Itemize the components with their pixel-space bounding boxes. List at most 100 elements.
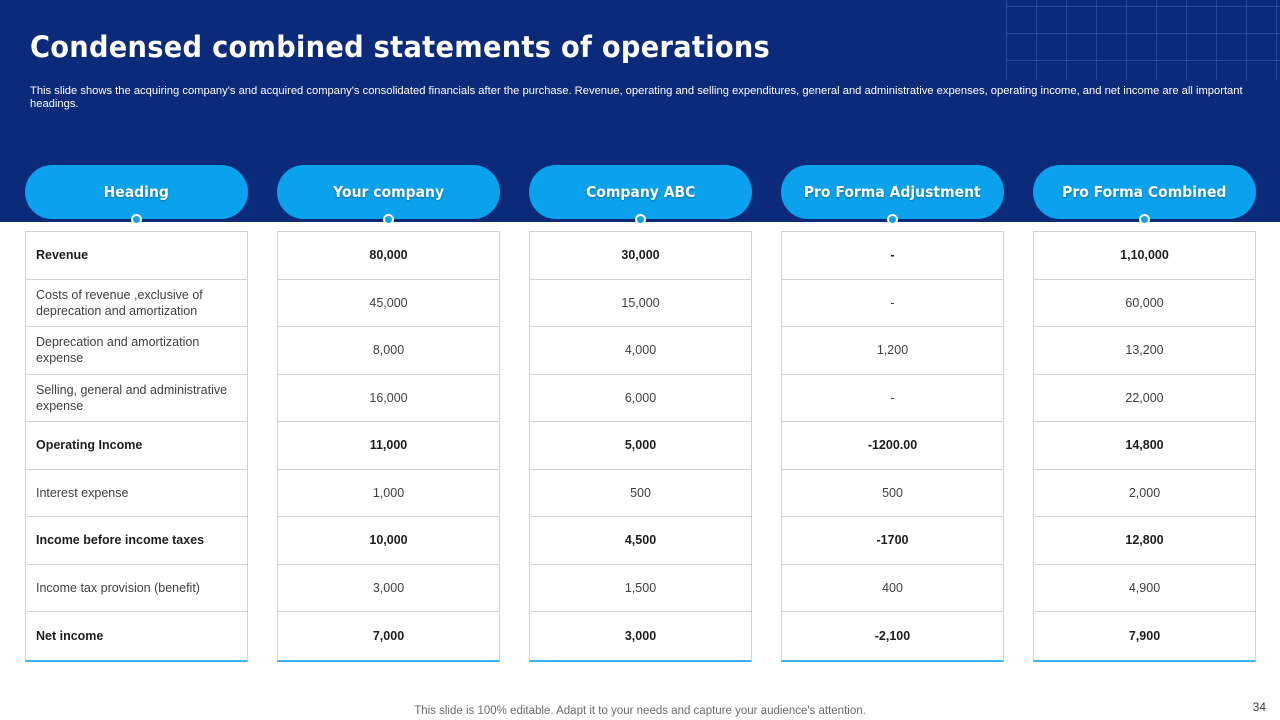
table-cell: 12,800 xyxy=(1034,517,1255,565)
row-value: 3,000 xyxy=(624,628,657,643)
table-cell: 2,000 xyxy=(1034,470,1255,517)
table-cell: 22,000 xyxy=(1034,375,1255,422)
column-pro-forma-adjustment: Pro Forma Adjustment - -1,200- -1200.00 500-… xyxy=(781,165,1004,662)
column-header-company-abc: Company ABC xyxy=(529,165,752,225)
row-value: 60,000 xyxy=(1125,295,1164,310)
row-heading: Costs of revenue ,exclusive of deprecati… xyxy=(36,287,203,318)
table-cell: Revenue xyxy=(26,232,247,280)
column-header-pro-forma-combined: Pro Forma Combined xyxy=(1033,165,1256,225)
column-your-company: Your company 80,000 45,000 8,000 16,000 11,00… xyxy=(277,165,500,662)
row-value: 10,000 xyxy=(369,533,408,548)
table-cell: 7,000 xyxy=(278,612,499,660)
row-value: - xyxy=(890,248,895,263)
row-value: -2,100 xyxy=(874,628,911,643)
table-cell: -2,100 xyxy=(782,612,1003,660)
table-cell: 4,000 xyxy=(530,327,751,375)
table-cell: Operating Income xyxy=(26,422,247,470)
table-cell: - xyxy=(782,375,1003,422)
table-cell: Costs of revenue ,exclusive of deprecati… xyxy=(26,280,247,327)
column-header-pro-forma-adjustment: Pro Forma Adjustment xyxy=(781,165,1004,225)
row-value: 7,000 xyxy=(372,628,405,643)
table-cell: 15,000 xyxy=(530,280,751,327)
row-value: 2,000 xyxy=(1128,485,1161,500)
row-heading: Income before income taxes xyxy=(36,533,205,548)
connector-dot-icon xyxy=(1139,214,1150,225)
table-cell: 1,500 xyxy=(530,565,751,612)
row-value: 1,000 xyxy=(372,485,405,500)
table-cell: 500 xyxy=(530,470,751,517)
page-number: 34 xyxy=(1252,700,1266,714)
table-cell: 4,500 xyxy=(530,517,751,565)
table-cell: 1,200 xyxy=(782,327,1003,375)
row-value: -1700 xyxy=(876,533,909,548)
row-value: - xyxy=(890,295,895,310)
column-header-label: Pro Forma Combined xyxy=(1062,183,1227,201)
row-heading: Operating Income xyxy=(36,438,143,453)
connector-dot-icon xyxy=(383,214,394,225)
table-cell: Net income xyxy=(26,612,247,660)
row-value: 16,000 xyxy=(369,390,408,405)
table-cell: 14,800 xyxy=(1034,422,1255,470)
table-cell: 3,000 xyxy=(278,565,499,612)
column-header-label: Heading xyxy=(103,183,170,201)
slide-title: Condensed combined statements of operati… xyxy=(30,30,771,64)
table-column-body: 1,10,000 60,000 13,200 22,000 14,800 2,000 12,… xyxy=(1033,231,1256,662)
table-cell: 45,000 xyxy=(278,280,499,327)
row-heading: Selling, general and administrative expe… xyxy=(36,382,228,413)
table-cell: 16,000 xyxy=(278,375,499,422)
table-cell: - xyxy=(782,232,1003,280)
table-cell: Deprecation and amortization expense xyxy=(26,327,247,375)
column-company-abc: Company ABC 30,000 15,000 4,000 6,000 5,000 50… xyxy=(529,165,752,662)
row-value: 4,500 xyxy=(624,533,657,548)
table-column-body: 80,000 45,000 8,000 16,000 11,000 1,000 10,000… xyxy=(277,231,500,662)
table-cell: - xyxy=(782,280,1003,327)
column-header-label: Your company xyxy=(333,183,444,201)
table-cell: 1,10,000 xyxy=(1034,232,1255,280)
table-cell: 1,000 xyxy=(278,470,499,517)
row-heading: Income tax provision (benefit) xyxy=(36,580,200,595)
row-heading: Net income xyxy=(36,628,104,643)
column-header-label: Pro Forma Adjustment xyxy=(804,183,981,201)
table-cell: 6,000 xyxy=(530,375,751,422)
table-column-body: 30,000 15,000 4,000 6,000 5,000 500 4,500 1,500… xyxy=(529,231,752,662)
table-cell: -1200.00 xyxy=(782,422,1003,470)
row-value: 8,000 xyxy=(372,343,405,358)
row-value: 12,800 xyxy=(1125,533,1164,548)
row-value: 7,900 xyxy=(1128,628,1161,643)
table-cell: -1700 xyxy=(782,517,1003,565)
table-cell: Income tax provision (benefit) xyxy=(26,565,247,612)
row-value: 500 xyxy=(630,485,651,500)
row-value: 15,000 xyxy=(621,295,660,310)
table-cell: 30,000 xyxy=(530,232,751,280)
row-value: 11,000 xyxy=(369,438,408,453)
row-value: 400 xyxy=(882,580,903,595)
column-header-label: Company ABC xyxy=(585,183,696,201)
grid-decoration xyxy=(1006,0,1280,80)
table-column-body: - - 1,200 - -1200.00 500 -1700 400 -2,100 xyxy=(781,231,1004,662)
row-value: 4,900 xyxy=(1128,580,1161,595)
connector-dot-icon xyxy=(635,214,646,225)
row-value: 22,000 xyxy=(1125,390,1164,405)
table-cell: Interest expense xyxy=(26,470,247,517)
table-cell: Income before income taxes xyxy=(26,517,247,565)
table-cell: 4,900 xyxy=(1034,565,1255,612)
row-value: 80,000 xyxy=(369,248,408,263)
column-header-your-company: Your company xyxy=(277,165,500,225)
table-cell: Selling, general and administrative expe… xyxy=(26,375,247,422)
table-cell: 11,000 xyxy=(278,422,499,470)
footer-note: This slide is 100% editable. Adapt it to… xyxy=(414,705,866,717)
table-cell: 7,900 xyxy=(1034,612,1255,660)
column-pro-forma-combined: Pro Forma Combined 1,10,000 60,000 13,200 22… xyxy=(1033,165,1256,662)
table-cell: 60,000 xyxy=(1034,280,1255,327)
row-value: 6,000 xyxy=(624,390,657,405)
connector-dot-icon xyxy=(131,214,142,225)
row-value: 1,200 xyxy=(876,343,909,358)
slide-subtitle: This slide shows the acquiring company's… xyxy=(30,85,1243,110)
row-value: 4,000 xyxy=(624,343,657,358)
row-heading: Deprecation and amortization expense xyxy=(36,335,200,366)
row-value: 13,200 xyxy=(1125,343,1164,358)
row-value: - xyxy=(890,390,895,405)
table-cell: 13,200 xyxy=(1034,327,1255,375)
table-cell: 400 xyxy=(782,565,1003,612)
column-header-heading: Heading xyxy=(25,165,248,225)
